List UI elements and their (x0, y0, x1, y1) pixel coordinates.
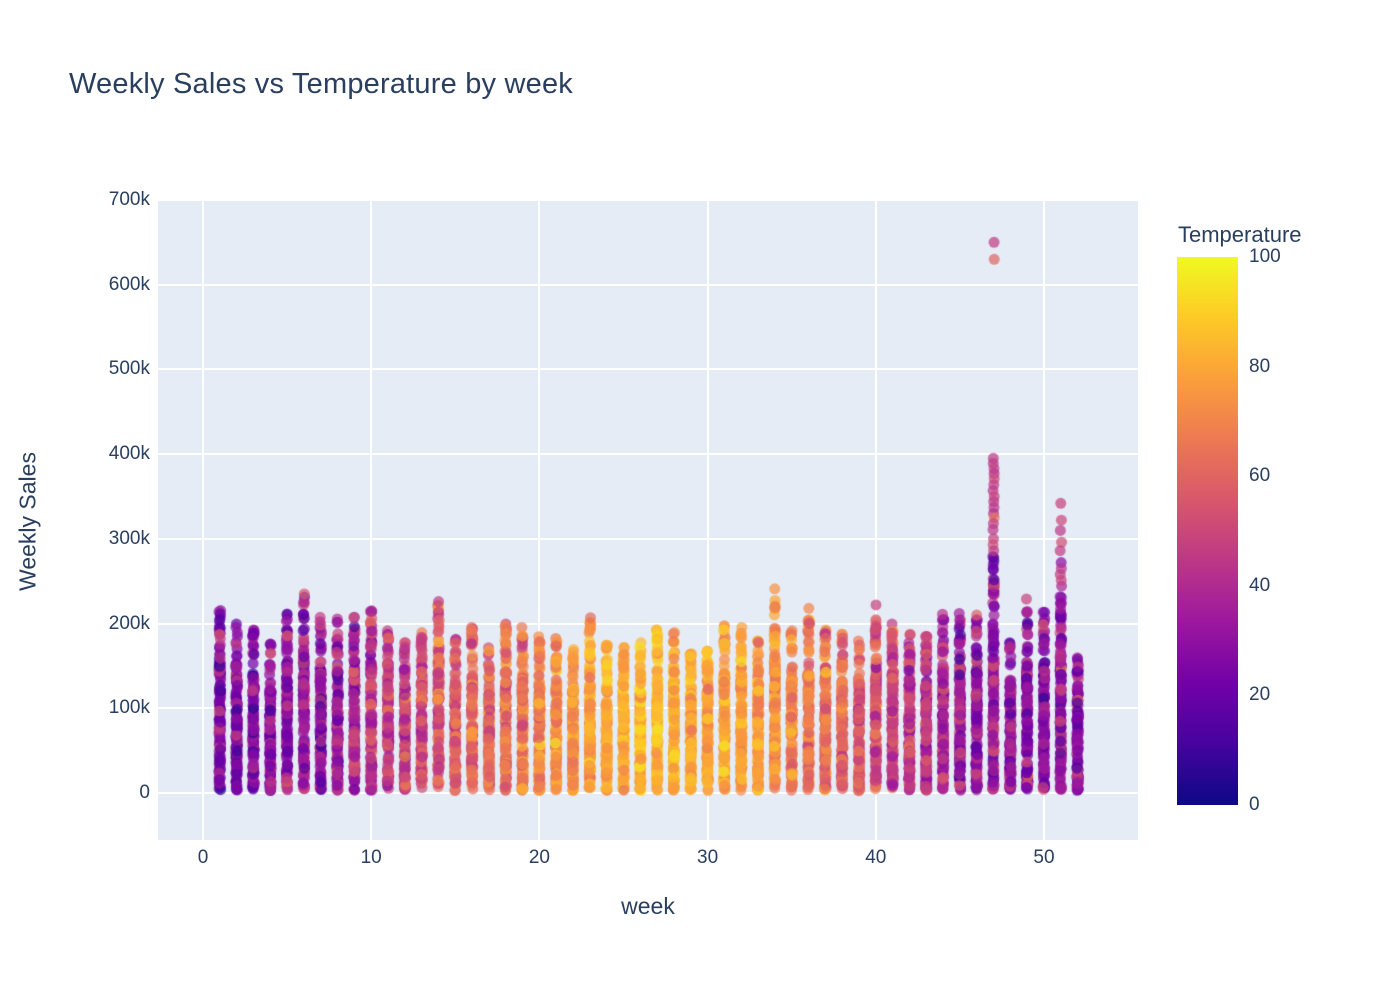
x-tick-label: 0 (197, 847, 209, 868)
x-tick-label: 50 (1033, 847, 1055, 868)
colorbar-title: Temperature (1178, 222, 1302, 247)
x-tick-label: 30 (697, 847, 719, 868)
y-tick-label: 100k (108, 697, 150, 719)
x-tick-label: 40 (865, 847, 887, 868)
y-tick-label: 400k (108, 443, 150, 465)
x-axis-title: week (621, 893, 675, 919)
x-tick-label: 20 (528, 847, 550, 868)
y-tick-label: 700k (108, 189, 150, 210)
x-tick-label: 10 (360, 847, 382, 868)
y-tick-label: 200k (108, 612, 150, 634)
chart-title: Weekly Sales vs Temperature by week (69, 68, 573, 100)
y-tick-label: 0 (139, 781, 150, 803)
colorbar-tick-label: 40 (1249, 574, 1271, 596)
colorbar-tick-label: 0 (1249, 794, 1260, 815)
colorbar-tick-label: 20 (1249, 684, 1271, 706)
colorbar-tick-label: 80 (1249, 355, 1271, 377)
colorbar-tick-label: 60 (1249, 465, 1271, 487)
colorbar-tick-label: 100 (1249, 246, 1281, 267)
y-tick-label: 300k (108, 527, 150, 549)
y-axis-title: Weekly Sales (14, 452, 41, 591)
y-tick-label: 600k (108, 273, 150, 295)
y-tick-label: 500k (108, 358, 150, 380)
scatter-points-canvas[interactable] (158, 200, 1138, 840)
plot-area (158, 199, 1138, 840)
temperature-colorbar (1177, 257, 1238, 805)
